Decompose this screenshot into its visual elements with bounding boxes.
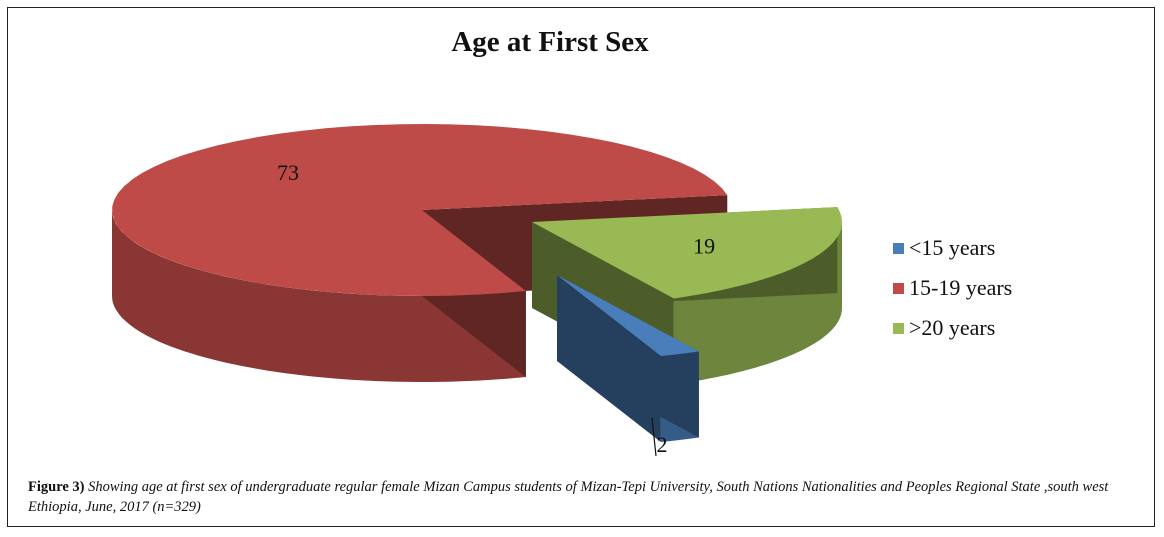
data-label-under-15: 2	[657, 432, 668, 457]
legend-label-15-19: 15-19 years	[909, 275, 1013, 300]
chart-title: Age at First Sex	[451, 26, 649, 58]
pie-top-under-15	[557, 275, 699, 356]
pie-top-over-20	[532, 207, 842, 299]
legend-swatch-over-20	[893, 322, 904, 334]
pie-cut-under-15-1	[557, 275, 661, 443]
caption-label: Figure 3)	[28, 479, 85, 495]
legend-label-under-15: <15 years	[909, 235, 996, 260]
pie-side-15-19	[112, 210, 526, 382]
pie-side-over-20	[673, 222, 842, 385]
legend-label-over-20: >20 years	[909, 315, 996, 340]
legend-item-15-19: 15-19 years	[893, 268, 1012, 308]
chart-legend: <15 years 15-19 years >20 years	[893, 228, 1012, 348]
figure-caption: Figure 3) Showing age at first sex of un…	[28, 477, 1138, 517]
legend-swatch-under-15	[893, 242, 904, 254]
legend-swatch-15-19	[893, 282, 904, 294]
pie-slice-under-15	[557, 275, 699, 443]
legend-item-over-20: >20 years	[893, 308, 1012, 348]
data-label-over-20: 19	[693, 234, 715, 259]
data-label-15-19: 73	[277, 160, 299, 185]
legend-item-under-15: <15 years	[893, 228, 1012, 268]
leader-line-under-15	[651, 417, 657, 457]
pie-top-15-19	[112, 124, 728, 296]
caption-text: Showing age at first sex of undergraduat…	[28, 479, 1109, 515]
